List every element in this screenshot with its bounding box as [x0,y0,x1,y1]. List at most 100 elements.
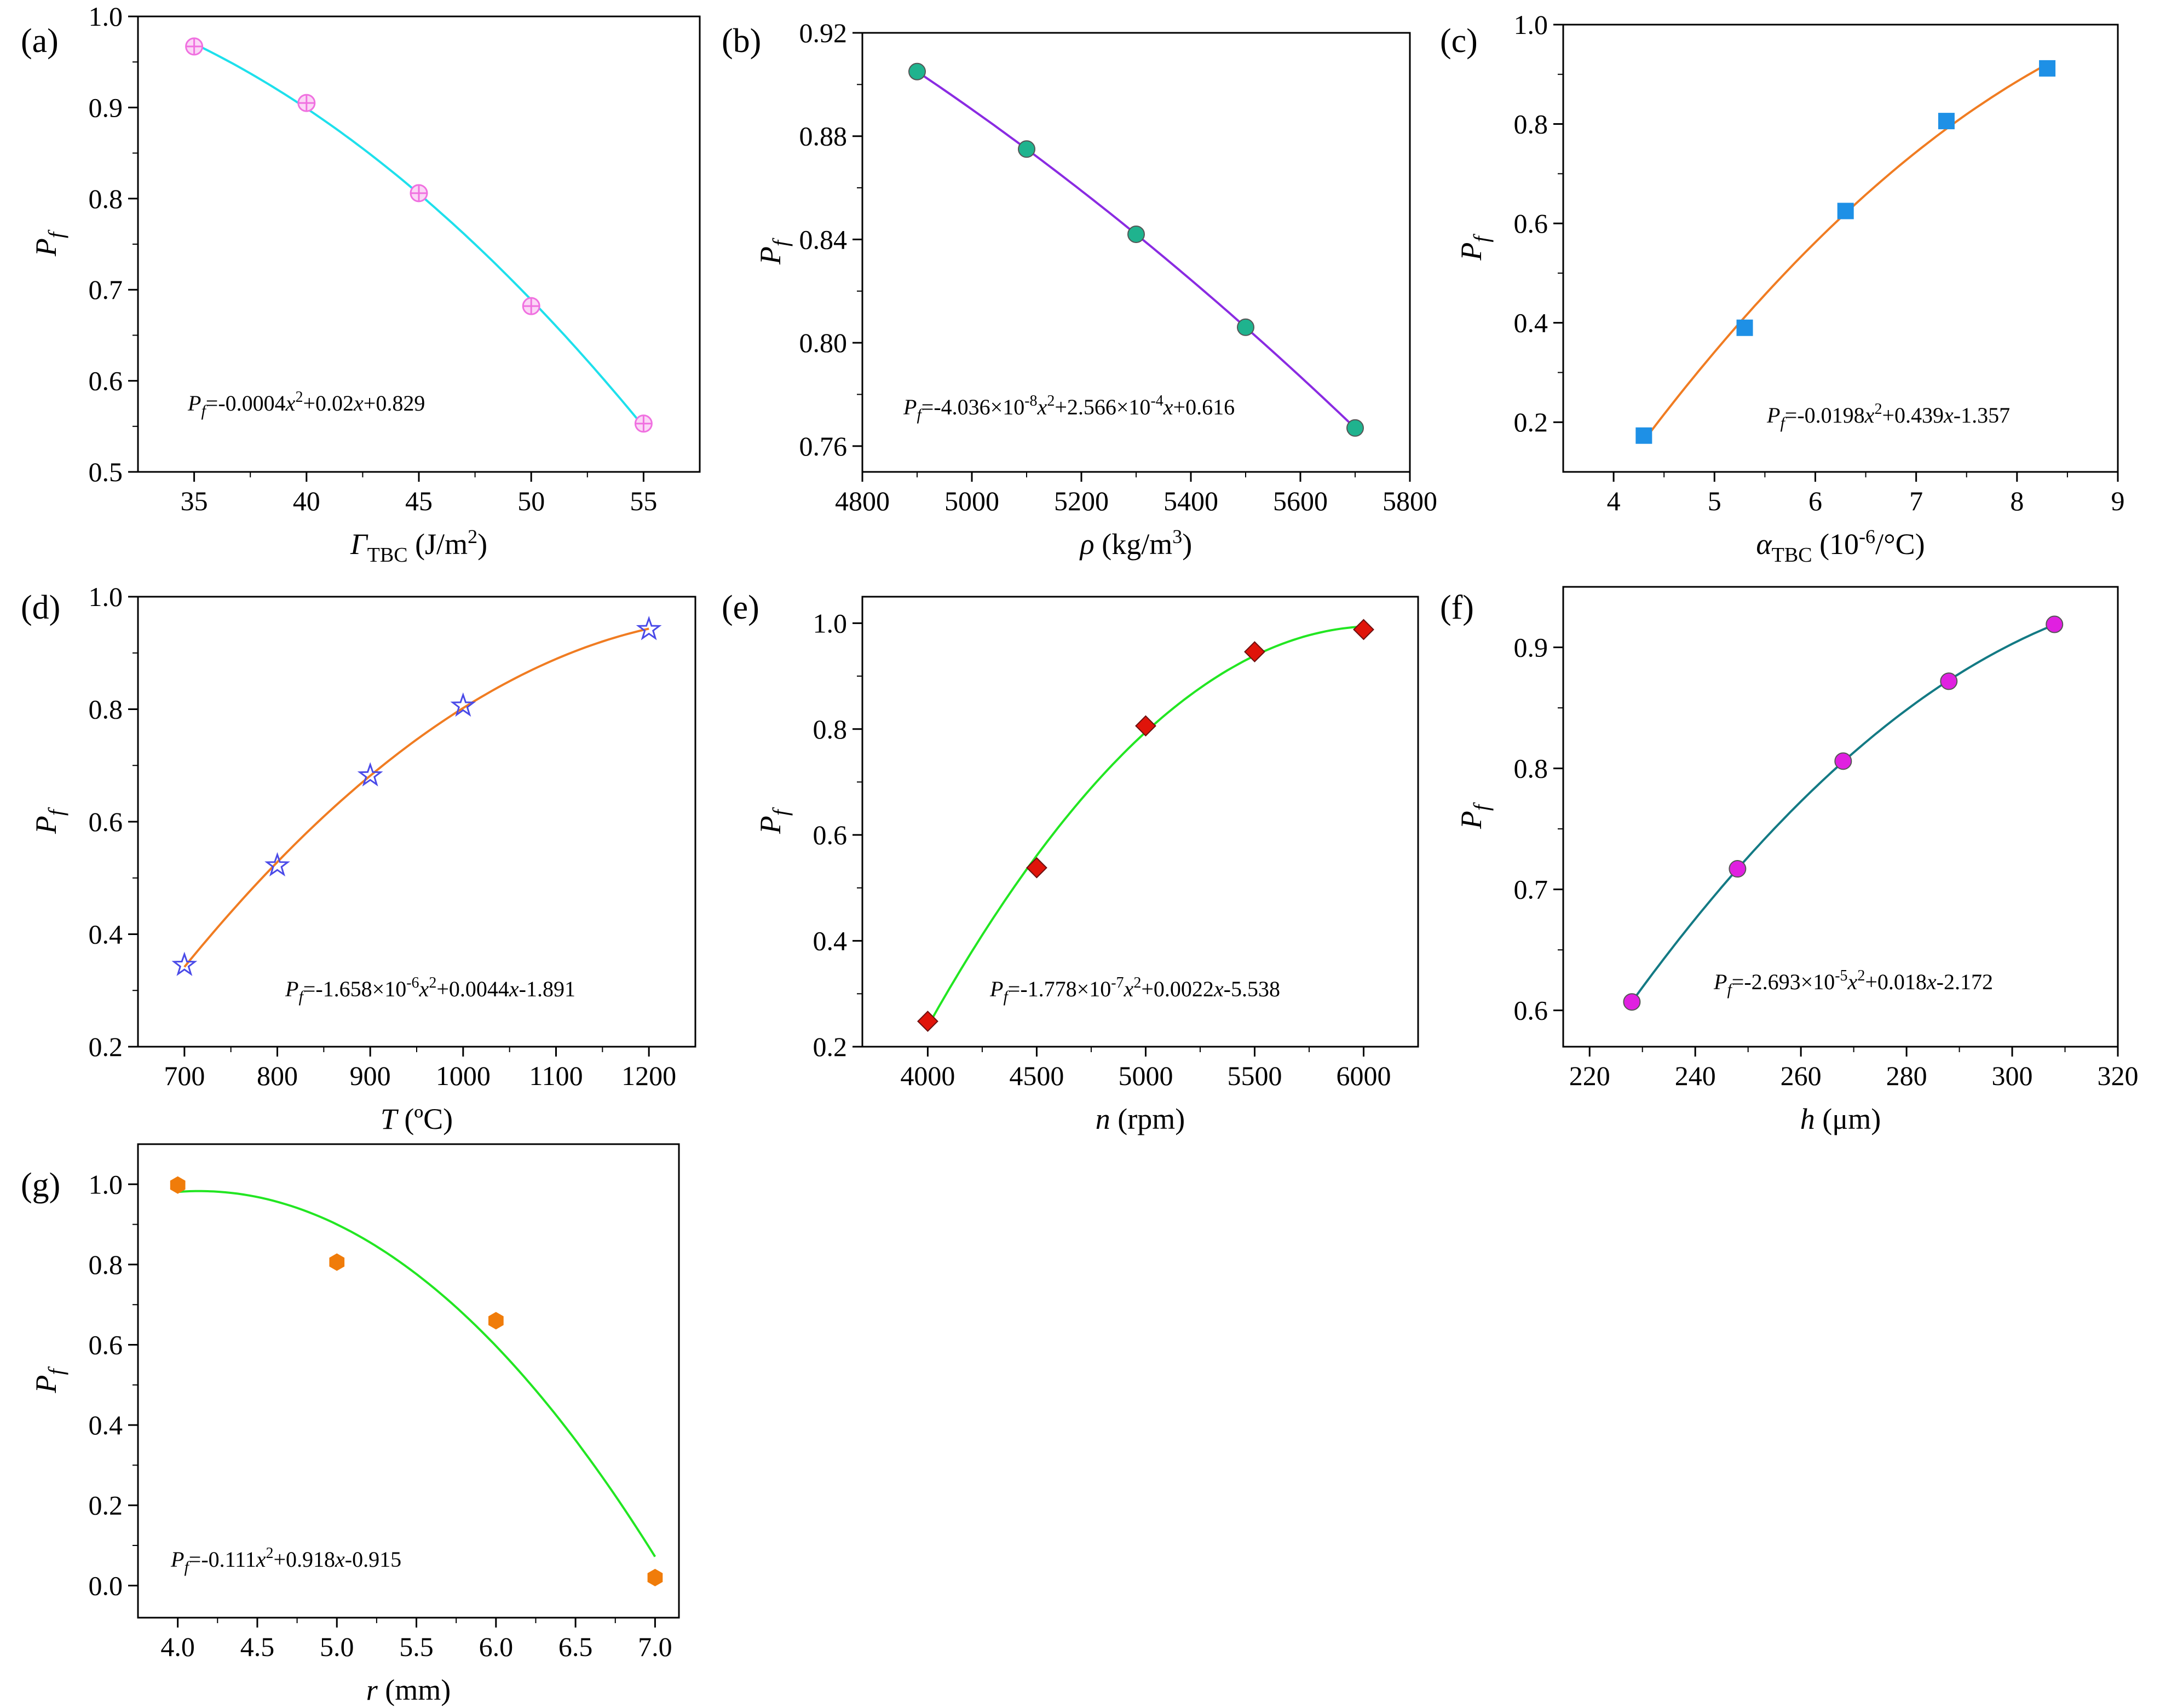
data-point [634,414,653,433]
data-point [1938,113,1955,130]
y-tick-label: 0.9 [89,92,123,123]
y-tick-label: 0.7 [1514,874,1548,905]
x-tick-label: 5800 [1383,486,1437,516]
fit-equation: Pf=-0.111x2+0.918x-0.915 [170,1545,401,1576]
data-point [908,62,926,80]
data-point [917,1011,938,1032]
panel-label: (a) [21,22,59,60]
y-tick-label: 1.0 [813,608,848,638]
panel-label: (e) [722,589,759,626]
y-tick-label: 0.76 [799,431,848,461]
fit-curve [1643,63,2048,442]
x-axis-title: ΓTBC (J/m2) [350,526,487,567]
x-tick-label: 9 [2111,486,2125,516]
y-tick-label: 0.6 [89,806,123,837]
x-tick-label: 5 [1708,486,1721,516]
data-point [185,37,204,56]
data-point [1837,203,1854,220]
chart-panel-e: 4000 4500 5000 5500 6000 0.2 0.4 0.6 0.8 1.0 (e) Pf… [722,589,1419,1135]
y-tick-label: 1.0 [1514,9,1548,40]
panel-label: (c) [1440,22,1478,60]
fit-curve [193,43,644,428]
x-tick-label: 5000 [944,486,999,516]
y-axis-title: Pf [30,807,68,834]
data-point [1623,993,1641,1011]
x-tick-label: 4500 [1009,1060,1064,1091]
y-tick-label: 0.4 [89,919,123,950]
x-tick-label: 300 [1992,1060,2033,1091]
fit-curve [177,1190,656,1557]
x-tick-label: 55 [630,486,657,516]
y-tick-label: 0.8 [813,714,848,745]
y-tick-label: 0.8 [89,183,123,214]
y-axis-title: Pf [754,807,793,834]
x-tick-label: 5000 [1118,1060,1173,1091]
plot-frame [1562,586,2119,1048]
panel-label: (d) [21,589,60,626]
x-axis-title: ρ (kg/m3) [1079,526,1192,561]
x-tick-label: 5200 [1054,486,1109,516]
y-tick-label: 0.2 [89,1031,123,1062]
data-point [1237,318,1254,336]
x-axis-title: T (ºC) [381,1103,453,1135]
x-tick-label: 50 [517,486,545,516]
x-tick-label: 240 [1675,1060,1716,1091]
plot-frame [861,596,1419,1048]
y-tick-label: 0.6 [1514,995,1548,1026]
fit-curve [183,627,649,968]
chart-panel-f: 220 240 260 280 300 320 0.6 0.7 0.8 0.9 (f) Pf h (μm… [1440,586,2139,1135]
data-point [1729,860,1747,878]
x-tick-label: 6.0 [479,1631,514,1662]
data-point [1026,857,1047,879]
data-point [488,1312,504,1330]
data-point [1018,140,1035,158]
x-tick-label: 5.5 [399,1631,434,1662]
x-tick-label: 6000 [1336,1060,1391,1091]
x-tick-label: 900 [350,1060,391,1091]
y-tick-label: 1.0 [89,1169,123,1199]
x-tick-label: 45 [405,486,433,516]
x-tick-label: 800 [257,1060,298,1091]
chart-panel-a: 35 40 45 50 55 0.5 0.6 0.7 0.8 0.9 1.0 (a) Pf ΓTBC (J… [21,1,701,567]
y-tick-label: 0.4 [813,926,848,956]
data-point [1135,715,1156,737]
x-tick-label: 4000 [900,1060,955,1091]
data-point [1353,619,1374,641]
panel-label: (f) [1440,589,1474,626]
y-axis-title: Pf [1455,802,1494,829]
panel-label: (g) [21,1167,60,1204]
x-tick-label: 320 [2098,1060,2139,1091]
chart-panel-d: 700 800 900 1000 1100 1200 0.2 0.4 0.6 0.8 1.0 (d) P… [21,581,696,1135]
y-tick-label: 0.9 [1514,632,1548,663]
data-point [264,852,290,877]
fit-equation: Pf=-4.036×10-8x2+2.566×10-4x+0.616 [903,393,1235,424]
y-tick-label: 0.4 [89,1410,123,1440]
data-point [1127,225,1145,243]
y-tick-label: 1.0 [89,581,123,612]
x-tick-label: 220 [1569,1060,1610,1091]
y-tick-label: 0.2 [813,1031,848,1062]
data-point [410,184,428,203]
x-tick-label: 40 [293,486,320,516]
y-tick-label: 0.4 [1514,308,1548,338]
data-point [1635,427,1652,444]
y-tick-label: 0.8 [1514,109,1548,140]
data-point [647,1568,663,1586]
x-tick-label: 8 [2010,486,2024,516]
y-tick-label: 0.6 [813,820,848,850]
fit-curve [916,71,1356,429]
x-tick-label: 1100 [529,1060,583,1091]
y-axis-title: Pf [30,229,68,257]
y-tick-label: 0.84 [799,224,848,255]
y-tick-label: 0.7 [89,274,123,305]
y-tick-label: 0.6 [89,1330,123,1360]
y-axis-title: Pf [754,238,793,265]
x-axis-title: r (mm) [366,1674,451,1706]
data-point [2046,615,2064,633]
data-point [1736,319,1753,336]
data-point [171,951,198,976]
x-tick-label: 280 [1886,1060,1927,1091]
x-tick-label: 6.5 [558,1631,593,1662]
y-tick-label: 0.6 [89,366,123,396]
